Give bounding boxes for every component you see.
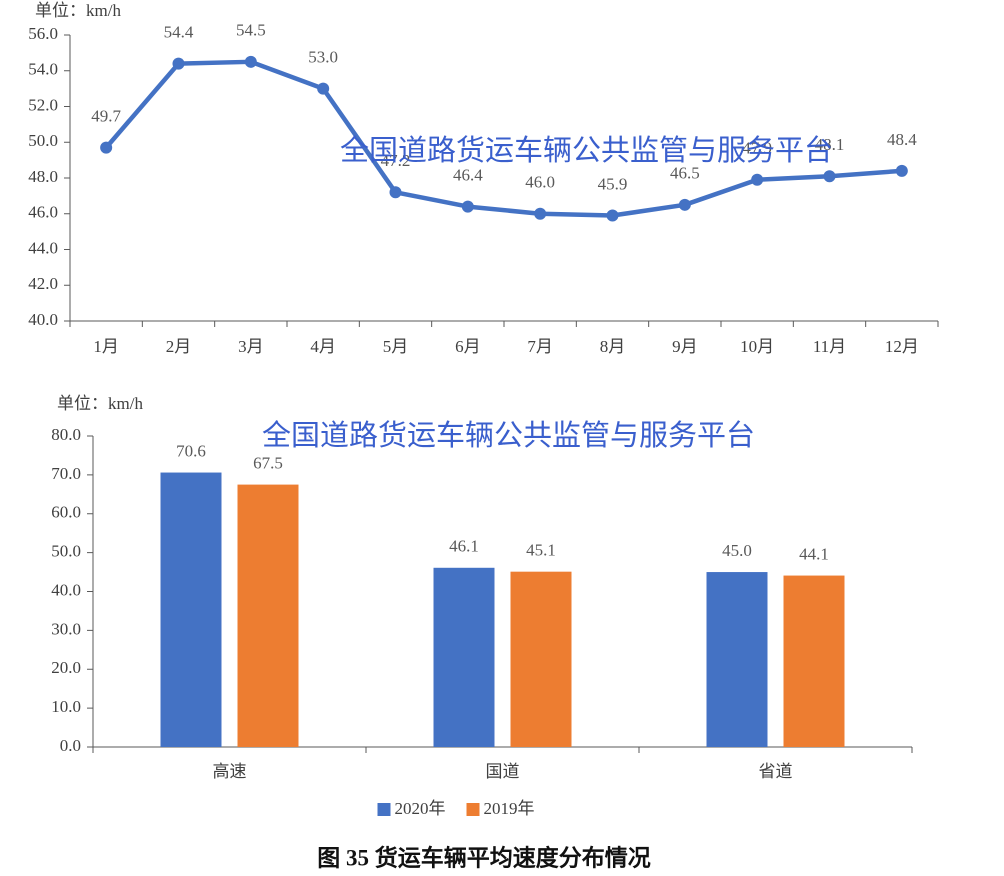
figure-caption: 图 35 货运车辆平均速度分布情况: [317, 844, 651, 870]
line-series: [104, 59, 902, 218]
point: [389, 186, 402, 199]
y-tick-label: 50.0: [51, 542, 81, 561]
x-tick-label: 5月: [383, 337, 409, 356]
point: [895, 164, 908, 177]
bar: [433, 567, 495, 747]
legend-swatch: [466, 803, 480, 816]
y-tick-label: 10.0: [51, 697, 81, 716]
y-tick-label: 48.0: [28, 167, 58, 186]
y-tick-label: 30.0: [51, 619, 81, 638]
point: [606, 209, 619, 222]
data-label: 45.0: [722, 541, 752, 560]
data-label: 54.5: [236, 21, 266, 40]
data-label: 47.9: [742, 139, 772, 158]
x-tick-label: 3月: [238, 337, 264, 356]
point: [461, 200, 474, 213]
data-label: 46.5: [670, 164, 700, 183]
x-tick-label: 10月: [740, 337, 774, 356]
data-label: 44.1: [799, 544, 829, 563]
x-tick-label: 11月: [813, 337, 846, 356]
y-tick-label: 54.0: [28, 60, 58, 79]
y-tick-label: 44.0: [28, 238, 58, 257]
x-tick-label: 国道: [486, 762, 520, 781]
y-tick-label: 60.0: [51, 503, 81, 522]
y-tick-label: 80.0: [51, 425, 81, 444]
y-tick-label: 70.0: [51, 464, 81, 483]
data-label: 47.2: [381, 151, 411, 170]
legend-label: 2019年: [484, 799, 535, 818]
x-tick-label: 8月: [600, 337, 626, 356]
data-label: 67.5: [253, 454, 283, 473]
bar: [706, 572, 768, 747]
data-label: 48.1: [815, 135, 845, 154]
point: [244, 55, 257, 68]
data-label: 45.1: [526, 541, 556, 560]
point: [534, 207, 547, 220]
point: [751, 173, 764, 186]
watermark: 全国道路货运车辆公共监管与服务平台: [262, 418, 755, 452]
data-label: 46.1: [449, 537, 479, 556]
x-tick-label: 省道: [759, 762, 793, 781]
point: [100, 141, 113, 154]
y-tick-label: 20.0: [51, 658, 81, 677]
y-tick-label: 40.0: [51, 580, 81, 599]
watermark: 全国道路货运车辆公共监管与服务平台: [340, 133, 833, 167]
x-tick-label: 12月: [885, 337, 919, 356]
y-tick-label: 50.0: [28, 131, 58, 150]
x-tick-label: 1月: [93, 337, 119, 356]
x-tick-label: 6月: [455, 337, 481, 356]
point: [172, 57, 185, 70]
legend-swatch: [377, 803, 391, 816]
data-label: 54.4: [164, 23, 194, 42]
y-tick-label: 42.0: [28, 274, 58, 293]
point: [823, 170, 836, 183]
unit-label: 单位：km/h: [35, 1, 121, 20]
data-label: 70.6: [176, 441, 206, 460]
data-label: 49.7: [91, 107, 121, 126]
data-label: 45.9: [598, 174, 628, 193]
x-tick-label: 7月: [527, 337, 553, 356]
y-tick-label: 46.0: [28, 203, 58, 222]
unit-label: 单位：km/h: [57, 394, 143, 413]
data-label: 46.4: [453, 166, 483, 185]
data-label: 53.0: [308, 48, 338, 67]
bar: [510, 571, 572, 747]
legend-label: 2020年: [395, 799, 446, 818]
bar: [783, 575, 845, 747]
bar: [237, 484, 299, 747]
x-tick-label: 4月: [310, 337, 336, 356]
y-tick-label: 56.0: [28, 24, 58, 43]
y-tick-label: 0.0: [60, 736, 81, 755]
x-tick-label: 9月: [672, 337, 698, 356]
point: [678, 198, 691, 211]
x-tick-label: 高速: [213, 762, 247, 781]
y-tick-label: 40.0: [28, 310, 58, 329]
y-tick-label: 52.0: [28, 95, 58, 114]
bar: [160, 472, 222, 747]
data-label: 46.0: [525, 173, 555, 192]
data-label: 48.4: [887, 130, 917, 149]
point: [317, 82, 330, 95]
x-tick-label: 2月: [166, 337, 192, 356]
